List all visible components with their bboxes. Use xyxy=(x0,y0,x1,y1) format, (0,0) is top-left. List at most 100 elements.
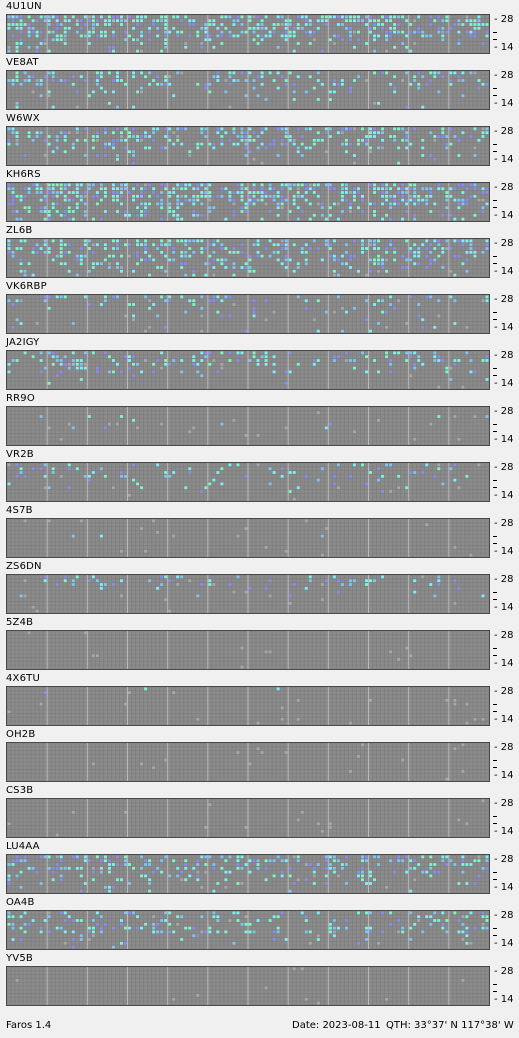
activity-cell xyxy=(461,131,465,135)
activity-cell xyxy=(320,239,324,243)
activity-cell xyxy=(381,79,385,82)
activity-cell xyxy=(140,34,144,38)
activity-cell xyxy=(288,210,292,213)
activity-cell xyxy=(132,154,136,157)
activity-cell xyxy=(119,213,123,217)
activity-cell xyxy=(284,161,288,165)
activity-cell xyxy=(389,23,393,26)
activity-cell xyxy=(220,210,224,213)
activity-cell xyxy=(340,142,344,146)
activity-cell xyxy=(136,38,140,42)
activity-cell xyxy=(409,45,413,49)
activity-cell xyxy=(453,75,457,79)
activity-cell xyxy=(91,138,95,142)
activity-cell xyxy=(83,217,87,221)
activity-cell xyxy=(51,49,55,53)
activity-cell xyxy=(111,105,115,109)
activity-cell xyxy=(204,142,208,146)
activity-cell xyxy=(252,49,256,53)
activity-cell xyxy=(75,217,79,221)
activity-cell xyxy=(27,239,31,243)
activity-cell xyxy=(389,19,393,23)
activity-cell xyxy=(228,127,232,131)
activity-cell xyxy=(425,86,429,90)
activity-cell xyxy=(140,161,144,165)
activity-cell xyxy=(308,210,312,213)
activity-cell xyxy=(103,213,107,217)
activity-cell xyxy=(304,71,308,75)
activity-cell xyxy=(140,94,144,98)
activity-cell xyxy=(441,198,445,202)
activity-cell xyxy=(373,94,377,98)
activity-cell xyxy=(485,105,489,109)
activity-cell xyxy=(15,150,19,154)
activity-cell xyxy=(356,94,360,98)
activity-cell xyxy=(385,71,389,75)
activity-cell xyxy=(123,30,127,34)
activity-cell xyxy=(469,75,473,79)
activity-cell xyxy=(220,19,224,23)
activity-cell xyxy=(91,42,95,45)
activity-cell xyxy=(15,26,19,30)
activity-cell xyxy=(204,19,208,23)
activity-cell xyxy=(268,138,272,142)
activity-cell xyxy=(160,210,164,213)
activity-cell xyxy=(51,38,55,42)
activity-cell xyxy=(356,210,360,213)
activity-cell xyxy=(164,15,168,19)
activity-cell xyxy=(188,239,192,243)
activity-cell xyxy=(103,45,107,49)
activity-cell xyxy=(115,19,119,23)
activity-cell xyxy=(212,135,216,138)
activity-cell xyxy=(409,105,413,109)
activity-cell xyxy=(27,82,31,86)
activity-cell xyxy=(477,30,481,34)
activity-cell xyxy=(413,49,417,53)
activity-cell xyxy=(308,131,312,135)
activity-cell xyxy=(47,206,51,210)
activity-cell xyxy=(320,23,324,26)
activity-cell xyxy=(477,183,481,187)
activity-cell xyxy=(336,86,340,90)
activity-cell xyxy=(308,239,312,243)
activity-cell xyxy=(55,210,59,213)
activity-cell xyxy=(473,194,477,198)
activity-cell xyxy=(385,94,389,98)
activity-cell xyxy=(168,213,172,217)
activity-cell xyxy=(136,90,140,94)
activity-cell xyxy=(437,154,441,157)
activity-cell xyxy=(244,127,248,131)
activity-cell xyxy=(409,135,413,138)
activity-cell xyxy=(31,206,35,210)
activity-cell xyxy=(79,187,83,191)
activity-cell xyxy=(168,183,172,187)
activity-cell xyxy=(308,127,312,131)
activity-cell xyxy=(75,79,79,82)
activity-cell xyxy=(184,94,188,98)
activity-cell xyxy=(208,94,212,98)
activity-cell xyxy=(148,34,152,38)
activity-cell xyxy=(123,82,127,86)
activity-cell xyxy=(429,90,433,94)
activity-cell xyxy=(324,71,328,75)
activity-cell xyxy=(324,26,328,30)
activity-cell xyxy=(204,239,208,243)
activity-cell xyxy=(445,135,449,138)
activity-cell xyxy=(63,135,67,138)
activity-cell xyxy=(256,75,260,79)
activity-cell xyxy=(340,71,344,75)
activity-cell xyxy=(228,105,232,109)
activity-cell xyxy=(300,187,304,191)
activity-cell xyxy=(401,127,405,131)
activity-cell xyxy=(481,82,485,86)
activity-cell xyxy=(348,157,352,161)
activity-cell xyxy=(356,42,360,45)
activity-cell xyxy=(75,34,79,38)
activity-cell xyxy=(373,213,377,217)
activity-cell xyxy=(296,30,300,34)
activity-cell xyxy=(465,213,469,217)
activity-cell xyxy=(256,49,260,53)
activity-cell xyxy=(228,154,232,157)
activity-cell xyxy=(103,71,107,75)
activity-cell xyxy=(19,26,23,30)
